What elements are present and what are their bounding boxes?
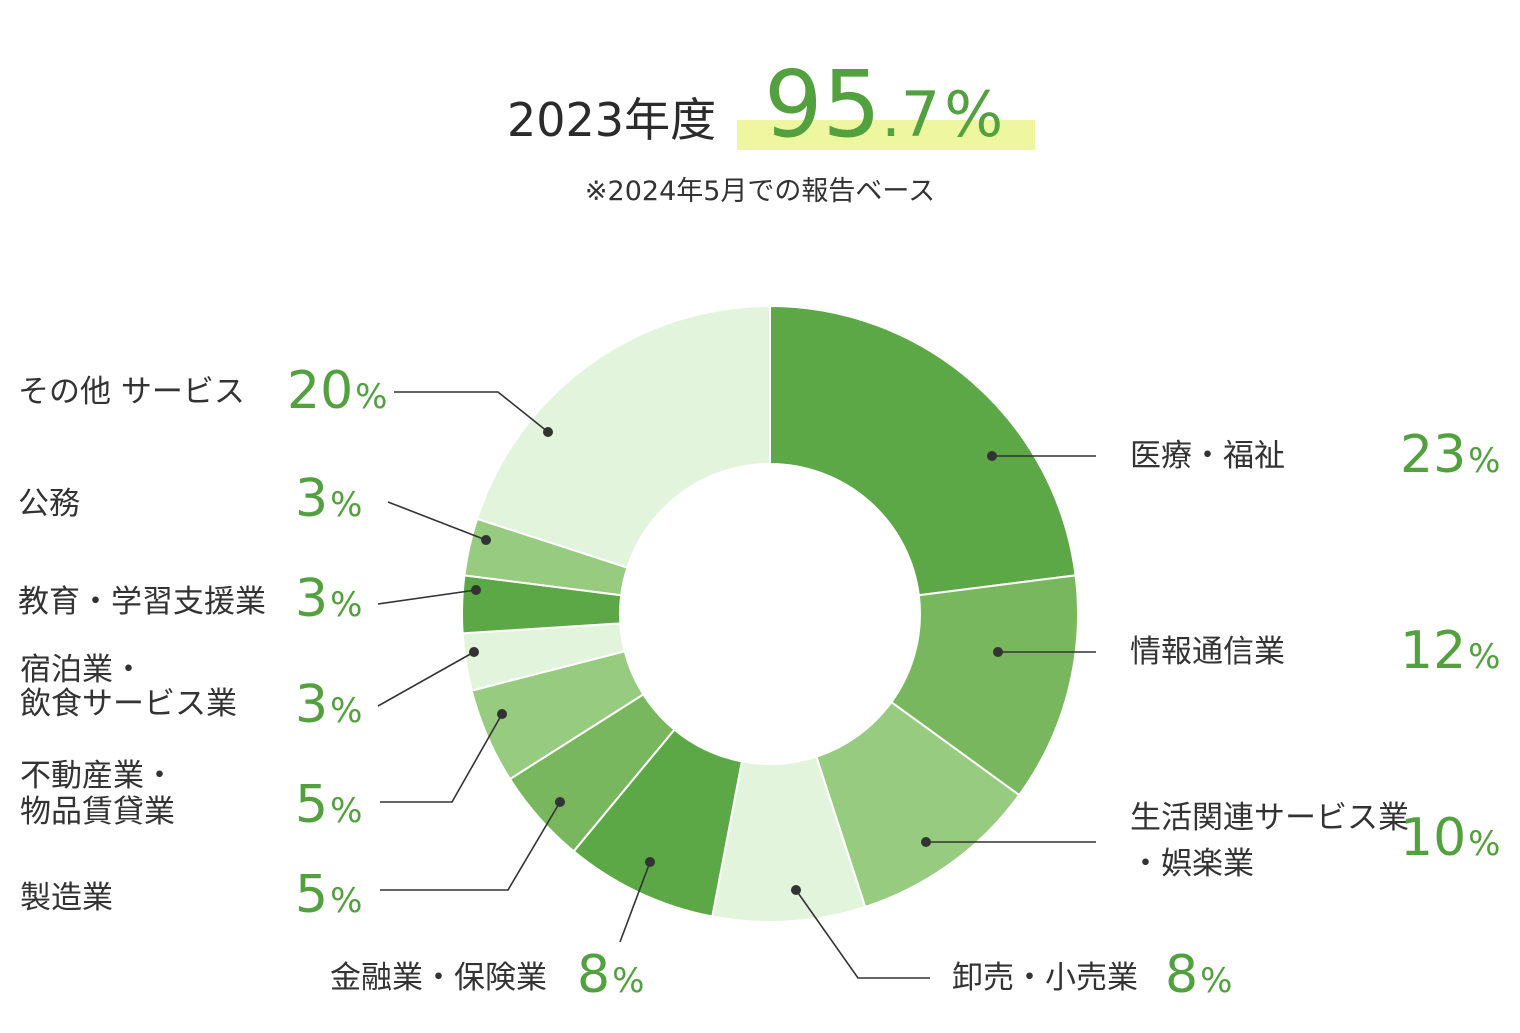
category-label-other-services: その他 サービス (18, 374, 245, 410)
percent-label-other-services: 20% (287, 361, 387, 421)
percent-label-public-service: 3% (295, 469, 362, 529)
percent-label-education-learning: 3% (295, 569, 362, 629)
leader-line-real-estate-rental (380, 713, 503, 803)
category-label-finance-insurance: 金融業・保険業 (330, 960, 547, 996)
category-label-real-estate-rental-line2: 物品賃貸業 (20, 794, 175, 830)
donut-slices (461, 304, 1079, 923)
percent-unit-public-service: % (330, 485, 362, 525)
percent-label-information-communication: 12% (1400, 621, 1500, 681)
percent-value-manufacturing: 5 (295, 865, 328, 925)
leader-line-wholesale-retail (795, 889, 930, 979)
slice-medical-welfare (769, 304, 1077, 597)
percent-value-other-services: 20 (287, 361, 353, 421)
percent-unit-education-learning: % (330, 585, 362, 625)
percent-value-medical-welfare: 23 (1400, 425, 1466, 485)
percent-unit-medical-welfare: % (1468, 441, 1500, 481)
percent-unit-accommodation-food: % (330, 691, 362, 731)
percent-unit-wholesale-retail: % (1200, 961, 1232, 1001)
leader-dot-other-services (543, 427, 553, 437)
percent-value-real-estate-rental: 5 (295, 775, 328, 835)
percent-value-information-communication: 12 (1400, 621, 1466, 681)
slice-other-services (475, 304, 771, 569)
percent-label-finance-insurance: 8% (577, 945, 644, 1005)
percent-unit-information-communication: % (1468, 637, 1500, 677)
year-label: 2023年度 (507, 93, 716, 147)
rate-unit: % (944, 78, 1003, 151)
category-label-accommodation-food-line2: 飲食サービス業 (20, 686, 237, 722)
leader-dot-finance-insurance (645, 857, 655, 867)
percent-value-finance-insurance: 8 (577, 945, 610, 1005)
category-label-wholesale-retail: 卸売・小売業 (952, 960, 1138, 996)
leader-dot-public-service (481, 535, 491, 545)
percent-value-wholesale-retail: 8 (1165, 945, 1198, 1005)
category-label-education-learning: 教育・学習支援業 (18, 584, 266, 620)
leader-line-accommodation-food (377, 651, 475, 707)
percent-unit-finance-insurance: % (612, 961, 644, 1001)
percent-label-medical-welfare: 23% (1400, 425, 1500, 485)
percent-label-accommodation-food: 3% (295, 675, 362, 735)
leader-line-public-service (387, 501, 487, 541)
rate-main: 95 (764, 51, 881, 158)
leader-dot-real-estate-rental (497, 709, 507, 719)
percent-unit-other-services: % (355, 377, 387, 417)
percent-value-public-service: 3 (295, 469, 328, 529)
percent-value-accommodation-food: 3 (295, 675, 328, 735)
header: 2023年度 95.7% ※2024年5月での報告ベース (507, 51, 1035, 207)
category-label-information-communication: 情報通信業 (1130, 634, 1285, 670)
percent-unit-manufacturing: % (330, 881, 362, 921)
percent-value-lifestyle-entertainment: 10 (1400, 808, 1466, 868)
percent-label-lifestyle-entertainment: 10% (1400, 808, 1500, 868)
category-label-accommodation-food-line1: 宿泊業・ (20, 652, 144, 688)
percent-label-manufacturing: 5% (295, 865, 362, 925)
leader-dot-manufacturing (555, 797, 565, 807)
percent-unit-lifestyle-entertainment: % (1468, 824, 1500, 864)
leader-dot-accommodation-food (469, 647, 479, 657)
category-label-medical-welfare: 医療・福祉 (1130, 438, 1285, 474)
percent-unit-real-estate-rental: % (330, 791, 362, 831)
leader-line-education-learning (377, 589, 477, 605)
report-note: ※2024年5月での報告ベース (585, 176, 935, 207)
percent-label-wholesale-retail: 8% (1165, 945, 1232, 1005)
category-label-real-estate-rental-line1: 不動産業・ (20, 758, 175, 794)
category-label-public-service: 公務 (18, 486, 80, 522)
leader-dot-information-communication (993, 647, 1003, 657)
leader-dot-lifestyle-entertainment (921, 837, 931, 847)
leader-line-manufacturing (380, 801, 561, 891)
leader-line-other-services (394, 391, 549, 433)
leader-line-finance-insurance (619, 861, 651, 943)
rate-highlight (737, 120, 1035, 150)
category-label-lifestyle-entertainment-line1: 生活関連サービス業 (1130, 800, 1409, 836)
rate-decimal: .7 (881, 78, 940, 151)
leader-dot-education-learning (471, 585, 481, 595)
leader-dot-wholesale-retail (791, 885, 801, 895)
employment-rate: 95.7% (764, 51, 1003, 158)
percent-label-real-estate-rental: 5% (295, 775, 362, 835)
category-labels: 医療・福祉 23% 情報通信業 12% 生活関連サービス業・娯楽業 10% 卸売・小売業 8%… (18, 361, 1500, 1005)
category-label-manufacturing: 製造業 (20, 880, 113, 916)
percent-value-education-learning: 3 (295, 569, 328, 629)
category-label-lifestyle-entertainment-line2: ・娯楽業 (1130, 846, 1254, 882)
leader-dot-medical-welfare (987, 451, 997, 461)
